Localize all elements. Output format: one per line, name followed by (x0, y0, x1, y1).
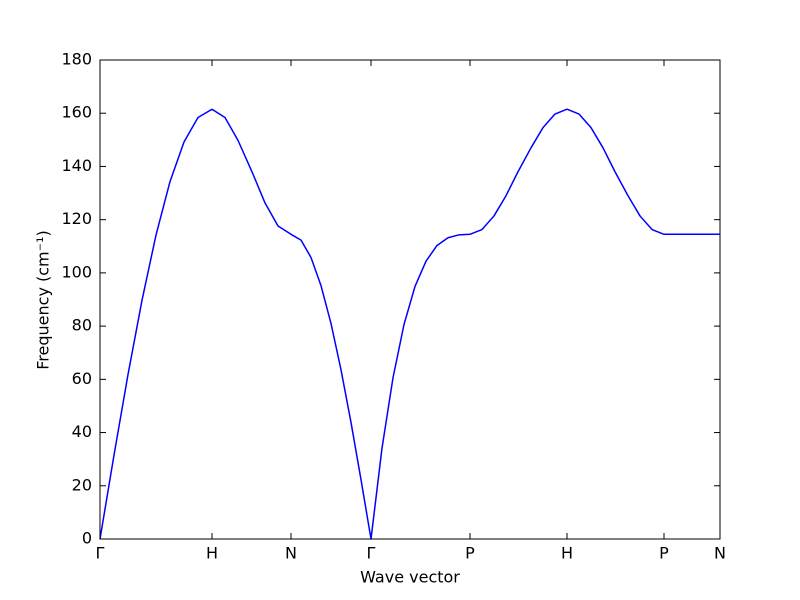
y-tick-label: 140 (61, 156, 92, 175)
y-tick-label: 80 (72, 316, 92, 335)
x-tick-label: H (206, 544, 218, 563)
y-tick-label: 60 (72, 369, 92, 388)
y-tick-label: 20 (72, 475, 92, 494)
x-tick-label: N (285, 544, 297, 563)
y-tick-label: 100 (61, 262, 92, 281)
x-axis-label: Wave vector (360, 568, 460, 587)
x-tick-label: H (561, 544, 573, 563)
x-tick-label: N (714, 544, 726, 563)
y-tick-label: 180 (61, 50, 92, 69)
y-tick-label: 0 (82, 529, 92, 548)
y-tick-label: 40 (72, 422, 92, 441)
x-tick-label: Γ (367, 544, 376, 563)
y-tick-label: 120 (61, 209, 92, 228)
series-line (99, 108, 720, 540)
y-tick-label: 160 (61, 103, 92, 122)
x-tick-label: P (659, 544, 669, 563)
x-tick-label: Γ (96, 544, 105, 563)
x-tick-label: P (465, 544, 475, 563)
y-axis-label: Frequency (cm⁻¹) (34, 230, 53, 369)
plot-frame (99, 59, 721, 540)
